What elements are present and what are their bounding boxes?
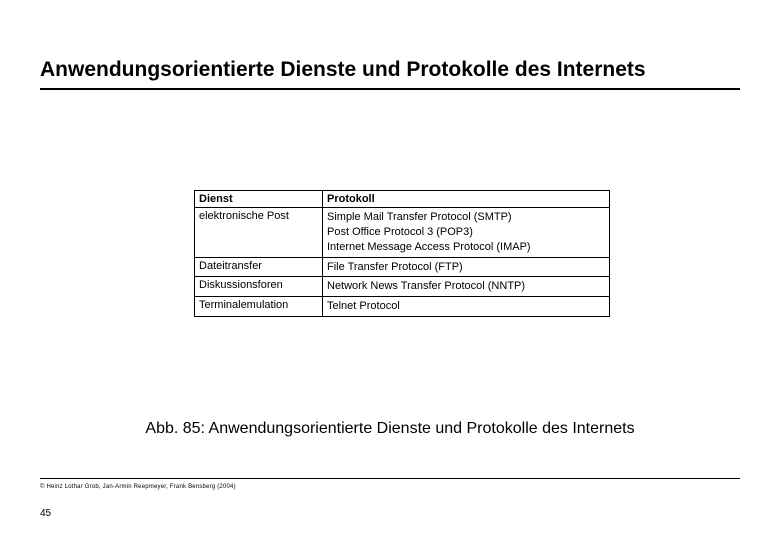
title-underline <box>40 88 740 90</box>
protocol-line: File Transfer Protocol (FTP) <box>327 260 605 275</box>
slide: Anwendungsorientierte Dienste und Protok… <box>0 0 780 540</box>
table-row: elektronische Post Simple Mail Transfer … <box>195 208 610 258</box>
table-header-row: Dienst Protokoll <box>195 191 610 208</box>
title-block: Anwendungsorientierte Dienste und Protok… <box>40 58 740 90</box>
cell-protokoll: Simple Mail Transfer Protocol (SMTP) Pos… <box>323 208 610 258</box>
protocol-line: Simple Mail Transfer Protocol (SMTP) <box>327 210 605 225</box>
header-dienst: Dienst <box>195 191 323 208</box>
protocol-line: Post Office Protocol 3 (POP3) <box>327 225 605 240</box>
page-number: 45 <box>40 508 51 519</box>
protocol-line: Internet Message Access Protocol (IMAP) <box>327 240 605 255</box>
table-row: Diskussionsforen Network News Transfer P… <box>195 277 610 297</box>
cell-protokoll: Telnet Protocol <box>323 297 610 317</box>
cell-protokoll: Network News Transfer Protocol (NNTP) <box>323 277 610 297</box>
cell-dienst: elektronische Post <box>195 208 323 258</box>
service-protocol-table: Dienst Protokoll elektronische Post Simp… <box>194 190 610 317</box>
header-protokoll: Protokoll <box>323 191 610 208</box>
table-row: Dateitransfer File Transfer Protocol (FT… <box>195 257 610 277</box>
service-protocol-table-wrap: Dienst Protokoll elektronische Post Simp… <box>194 190 610 317</box>
figure-caption: Abb. 85: Anwendungsorientierte Dienste u… <box>0 420 780 438</box>
table-row: Terminalemulation Telnet Protocol <box>195 297 610 317</box>
slide-title: Anwendungsorientierte Dienste und Protok… <box>40 58 740 86</box>
protocol-line: Telnet Protocol <box>327 299 605 314</box>
cell-dienst: Terminalemulation <box>195 297 323 317</box>
cell-dienst: Diskussionsforen <box>195 277 323 297</box>
footer-rule <box>40 478 740 479</box>
protocol-line: Network News Transfer Protocol (NNTP) <box>327 279 605 294</box>
cell-dienst: Dateitransfer <box>195 257 323 277</box>
cell-protokoll: File Transfer Protocol (FTP) <box>323 257 610 277</box>
copyright-text: © Heinz Lothar Grob, Jan-Armin Reepmeyer… <box>40 484 236 490</box>
